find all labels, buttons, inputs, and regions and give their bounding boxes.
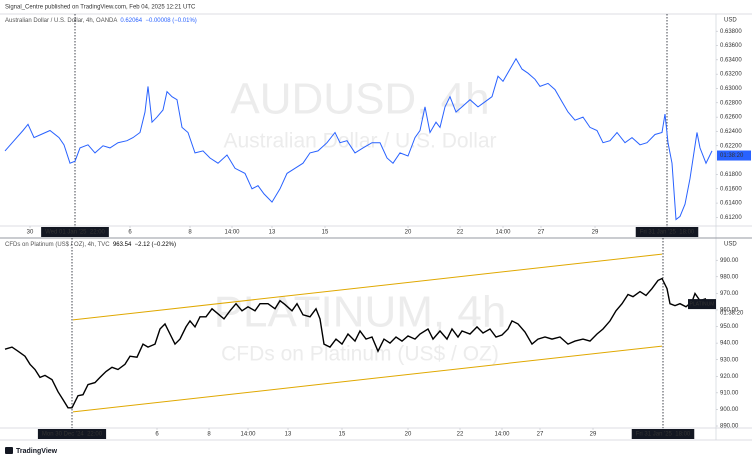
y-tick-label: 920.00 [720, 374, 739, 380]
trend-line [72, 345, 663, 413]
y-tick-label: 950.00 [720, 324, 739, 330]
x-tick-badge [41, 227, 109, 237]
x-tick-label: 14:00 [224, 230, 240, 236]
legend-change: −0.00008 (−0.01%) [145, 18, 196, 24]
y-tick-label: 0.63000 [720, 86, 742, 92]
x-tick-label: 15 [322, 230, 329, 236]
footer-logo: TradingView [5, 447, 58, 455]
x-tick-label: 27 [537, 432, 544, 438]
legend: CFDs on Platinum (US$ / OZ), 4h, TVC 963… [5, 242, 179, 248]
legend-title: Australian Dollar / U.S. Dollar, 4h, OAN… [5, 18, 117, 24]
x-tick-label: 22 [457, 432, 464, 438]
y-tick-label: 900.00 [720, 407, 739, 413]
x-tick-label-highlight: Wed 01 Jan '25 22:00 [45, 230, 105, 236]
y-tick-label: 910.00 [720, 390, 739, 396]
x-tick-label: 14:00 [495, 230, 511, 236]
y-tick-label: 990.00 [720, 258, 739, 264]
y-tick-label: 0.62200 [720, 143, 742, 149]
legend-title: CFDs on Platinum (US$ / OZ), 4h, TVC [5, 242, 110, 248]
y-tick-label: 970.00 [720, 291, 739, 297]
x-tick-label: 22 [457, 230, 464, 236]
x-tick-badge [635, 227, 699, 237]
x-tick-label: 6 [128, 230, 132, 236]
price-line [4, 277, 707, 409]
x-tick-label: 27 [538, 230, 545, 236]
x-tick-label: 14:00 [494, 432, 510, 438]
y-tick-label: 0.61200 [720, 215, 742, 221]
header: Signal_Centre published on TradingView.c… [5, 5, 196, 11]
x-tick-label: 15 [339, 432, 346, 438]
x-tick-label: 20 [405, 230, 412, 236]
legend-last: 0.62064 [120, 18, 142, 24]
x-tick-badge [631, 429, 695, 439]
x-tick-label: 13 [269, 230, 276, 236]
watermark: AUDUSD, 4h [230, 75, 489, 124]
pane: AUDUSD, 4h Australian Dollar / U.S. Dolla… [4, 14, 751, 237]
x-tick-label: 30 [27, 230, 34, 236]
x-tick-label-highlight: Fri 31 Jan '25 18:00 [640, 230, 695, 236]
x-tick-label: 29 [590, 432, 597, 438]
symbol-tag-label: PLATINUM [690, 301, 715, 307]
y-tick-label: 890.00 [720, 424, 739, 430]
symbol-tag [688, 299, 716, 310]
legend-last: 963.54 [113, 242, 132, 248]
countdown: 01:38:20 [720, 153, 744, 159]
x-tick-label-highlight: Mon 30 Dec '24 22:00 [42, 432, 103, 438]
x-tick-label: 8 [188, 230, 192, 236]
y-tick-label: 930.00 [720, 357, 739, 363]
y-tick-label: 0.62600 [720, 115, 742, 121]
price-tag [717, 150, 751, 161]
y-tick-label: 0.63600 [720, 43, 742, 49]
countdown: 01:38:20 [720, 311, 744, 317]
x-tick-badge [37, 429, 107, 439]
footer: TradingView [16, 448, 58, 455]
y-tick-label: 0.63800 [720, 29, 742, 35]
price-line [4, 57, 713, 221]
y-tick-label: 0.63400 [720, 57, 742, 63]
x-tick-label: 14:00 [240, 432, 256, 438]
y-unit: USD [724, 242, 737, 248]
pane: PLATINUM, 4h CFDs on Platinum (US$ / OZ) C… [4, 238, 744, 439]
x-tick-label-highlight: Fri 31 Jan '25 18:00 [636, 432, 691, 438]
y-tick-label: 0.61800 [720, 172, 742, 178]
x-tick-label: 20 [405, 432, 412, 438]
legend: Australian Dollar / U.S. Dollar, 4h, OAN… [5, 18, 200, 24]
y-tick-label: 0.62800 [720, 100, 742, 106]
legend-change: −2.12 (−0.22%) [135, 242, 176, 248]
y-tick-label: 0.62400 [720, 129, 742, 135]
trend-line [72, 253, 663, 321]
x-tick-label: 8 [207, 432, 211, 438]
watermark: PLATINUM, 4h [214, 288, 507, 337]
x-tick-label: 6 [155, 432, 159, 438]
y-tick-label: 0.63200 [720, 72, 742, 78]
x-tick-label: 29 [592, 230, 599, 236]
y-unit: USD [724, 18, 737, 24]
y-tick-label: 0.61400 [720, 201, 742, 207]
watermark-subtitle: Australian Dollar / U.S. Dollar [223, 130, 496, 153]
y-tick-label: 960.00 [720, 308, 739, 314]
y-tick-label: 0.61600 [720, 186, 742, 192]
watermark-subtitle: CFDs on Platinum (US$ / OZ) [221, 343, 499, 366]
x-tick-label: 13 [285, 432, 292, 438]
logo-mark [5, 447, 13, 454]
y-tick-label: 980.00 [720, 274, 739, 280]
y-tick-label: 940.00 [720, 341, 739, 347]
